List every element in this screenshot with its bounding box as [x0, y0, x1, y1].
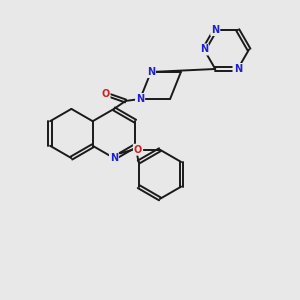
Text: N: N	[234, 64, 242, 74]
Text: O: O	[101, 89, 110, 99]
Text: O: O	[134, 145, 142, 155]
Text: N: N	[110, 153, 118, 163]
Text: N: N	[200, 44, 208, 55]
Text: N: N	[211, 25, 219, 35]
Text: N: N	[136, 94, 144, 104]
Text: N: N	[147, 67, 155, 77]
Text: N: N	[234, 64, 242, 74]
